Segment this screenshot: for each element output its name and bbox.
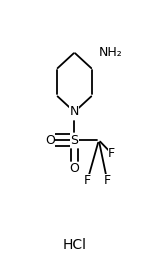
Text: F: F bbox=[108, 147, 115, 160]
Text: F: F bbox=[84, 174, 91, 187]
Text: O: O bbox=[70, 162, 79, 175]
Text: N: N bbox=[70, 105, 79, 119]
Text: O: O bbox=[45, 134, 55, 147]
Text: F: F bbox=[104, 174, 111, 187]
Text: S: S bbox=[70, 134, 78, 147]
Text: NH₂: NH₂ bbox=[99, 46, 123, 59]
Text: HCl: HCl bbox=[62, 238, 86, 252]
